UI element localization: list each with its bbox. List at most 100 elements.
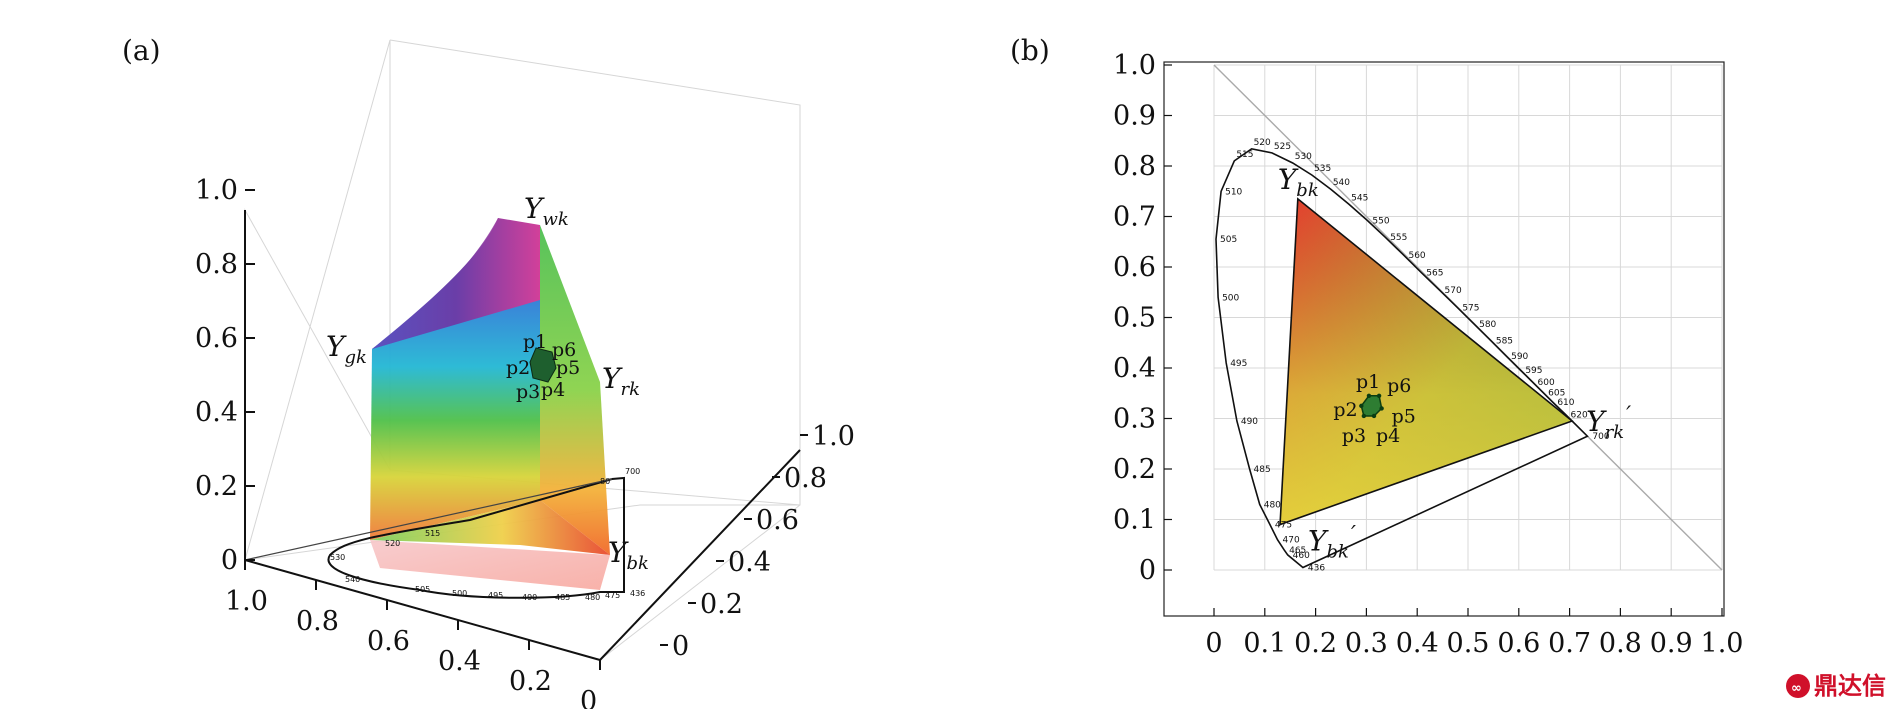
locus-3d-label-530: 530 [330, 553, 345, 562]
locus-label: 555 [1390, 233, 1407, 243]
locus-label: 495 [1230, 359, 1247, 369]
locus-label: 585 [1496, 337, 1513, 347]
locus-label: 600 [1538, 378, 1555, 388]
x-axis-line [244, 559, 601, 661]
x-tick-label: 0.6 [367, 626, 410, 657]
p-label-3d-p4: p4 [541, 379, 565, 401]
y-tick-label: 0.4 [728, 547, 771, 578]
logo-text: 鼎达信 [1814, 672, 1886, 700]
locus-3d-label-515: 515 [425, 529, 440, 538]
panel-b-label: (b) [1010, 34, 1050, 67]
locus-label: 530 [1295, 152, 1312, 162]
logo-icon-glyph: ∞ [1791, 681, 1802, 696]
surface-front-face [370, 500, 610, 555]
locus-3d-label-475: 475 [605, 591, 620, 600]
gamut-triangle-outline [1279, 197, 1574, 526]
hexagon-point-label: p2 [1333, 399, 1357, 421]
locus-3d-chord [244, 478, 613, 561]
x-tick-label: 0 [580, 686, 597, 709]
x-tick-label: 0.2 [1294, 628, 1337, 659]
y-tick-label: 0.8 [784, 463, 827, 494]
p-label-3d-p1: p1 [523, 331, 547, 353]
x-tick-label: 1.0 [1701, 628, 1744, 659]
panel-b-marks: 4364604654704754804854904955005055105155… [1215, 138, 1631, 573]
y-tick-label: 0.2 [1113, 454, 1156, 485]
hexagon-3d [529, 347, 557, 383]
locus-3d-label-700: 700 [625, 467, 640, 476]
locus-label: 475 [1275, 521, 1292, 531]
locus-3d-curve [327, 476, 625, 599]
hexagon-point-label: p1 [1356, 371, 1380, 393]
y-tick-label: 0.2 [700, 589, 743, 620]
x-tick-label: 0.6 [1497, 628, 1540, 659]
logo-icon [1786, 674, 1810, 698]
locus-label: 610 [1557, 398, 1574, 408]
z-tick-label: 0.8 [195, 249, 238, 280]
panel-a-axes [244, 210, 801, 661]
triangle-vertex-label: Ybk [1278, 163, 1319, 201]
locus-label: 510 [1225, 187, 1242, 197]
locus-label: 590 [1511, 352, 1528, 362]
triangle-vertex-label: Yrk′ [1586, 403, 1631, 443]
y-tick-label: 0.5 [1113, 303, 1156, 334]
y-tick-label: 1.0 [1113, 50, 1156, 81]
y-tick-label: 0.4 [1113, 353, 1156, 384]
locus-label: 550 [1372, 217, 1389, 227]
hexagon-point-label: p4 [1376, 425, 1400, 447]
locus-label: 580 [1479, 320, 1496, 330]
y-tick-label: 0.3 [1113, 404, 1156, 435]
locus-3d-label-80: 80 [600, 477, 610, 486]
y-tick-label: 0.6 [1113, 252, 1156, 283]
spectral-locus [1215, 147, 1589, 569]
panel-a-label: (a) [122, 34, 161, 67]
locus-3d-label-540: 540 [345, 575, 360, 584]
y-tick-label: 0.7 [1113, 202, 1156, 233]
locus-label: 545 [1351, 193, 1368, 203]
locus-3d-label-520: 520 [385, 539, 400, 548]
panel-b-plot-frame [1163, 61, 1725, 617]
hexagon-vertex [1361, 413, 1367, 419]
locus-label: 540 [1333, 178, 1350, 188]
locus-label: 595 [1525, 366, 1542, 376]
z-tick-label: 0 [221, 545, 238, 576]
locus-label: 560 [1408, 251, 1425, 261]
x-tick-label: 0.1 [1243, 628, 1286, 659]
locus-3d-label-490: 490 [522, 593, 537, 602]
locus-label: 515 [1236, 150, 1253, 160]
vertex-label-ywk: Ywk [524, 192, 569, 230]
locus-label: 470 [1283, 536, 1300, 546]
triangle-vertex-label: Ybk′ [1308, 523, 1356, 563]
locus-label: 505 [1220, 235, 1237, 245]
x-tick-label: 1.0 [225, 586, 268, 617]
surface-right-face [540, 225, 610, 555]
y-tick-label: 0 [1139, 555, 1156, 586]
x-tick-label: 0.4 [1396, 628, 1439, 659]
p-label-3d-p6: p6 [552, 339, 576, 361]
locus-label: 490 [1241, 417, 1258, 427]
z-tick-label: 1.0 [195, 175, 238, 206]
locus-label: 436 [1308, 563, 1325, 573]
locus-3d-label-505: 505 [415, 585, 430, 594]
hexagon-vertex [1366, 393, 1372, 398]
locus-label: 620 [1571, 410, 1588, 420]
y-tick-label: 0.1 [1113, 505, 1156, 536]
x-tick-label: 0 [1205, 628, 1222, 659]
y-tick-label: 0.8 [1113, 151, 1156, 182]
locus-3d-label-500: 500 [452, 589, 467, 598]
panel-a-locus: 700 80 540 505 500 495 490 485 480 475 4… [244, 467, 645, 602]
p-label-3d-p5: p5 [556, 357, 580, 379]
locus-label: 460 [1293, 551, 1310, 561]
x-tick-label: 0.9 [1650, 628, 1693, 659]
vertex-label-yrk: Yrk [602, 362, 640, 400]
hexagon-point-label: p6 [1387, 375, 1411, 397]
p-label-3d-p2: p2 [506, 357, 530, 379]
hexagon-vertex [1379, 406, 1384, 411]
locus-label: 525 [1274, 142, 1291, 152]
locus-label: 565 [1426, 269, 1443, 279]
panel-b-ticks: 0 0.1 0.2 0.3 0.4 0.5 0.6 0.7 0.8 0.9 1.0 0 0.1 0.2 0.… [1113, 50, 1743, 659]
panel-a: (a) 700 [122, 34, 855, 709]
surface-upper-face [372, 218, 540, 349]
locus-3d-label-485: 485 [555, 593, 570, 602]
